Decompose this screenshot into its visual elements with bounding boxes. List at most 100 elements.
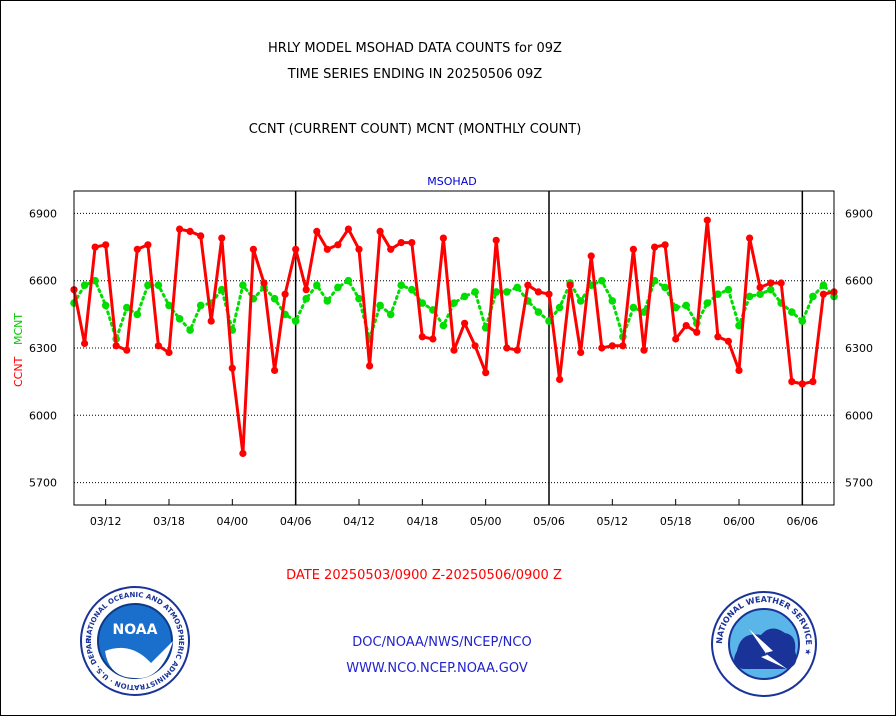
data-point-mcnt xyxy=(355,294,363,303)
data-point-ccnt xyxy=(682,322,690,330)
data-point-mcnt xyxy=(714,290,722,299)
data-point-mcnt xyxy=(682,301,690,310)
data-point-ccnt xyxy=(207,317,215,325)
data-point-ccnt xyxy=(524,281,532,289)
data-point-ccnt xyxy=(471,342,479,350)
data-point-mcnt xyxy=(788,308,796,316)
data-point-mcnt xyxy=(397,281,406,290)
data-point-ccnt xyxy=(482,369,490,377)
y-tick-label-left: 6600 xyxy=(29,275,57,288)
plot-title: MSOHAD xyxy=(427,175,476,188)
data-point-ccnt xyxy=(450,346,458,354)
y-tick-label-right: 6000 xyxy=(845,409,873,422)
data-point-ccnt xyxy=(249,245,257,253)
data-point-ccnt xyxy=(176,225,184,233)
data-point-ccnt xyxy=(260,279,268,287)
data-point-ccnt xyxy=(91,243,99,251)
data-point-ccnt xyxy=(376,227,384,235)
data-point-ccnt xyxy=(123,346,131,354)
data-point-mcnt xyxy=(724,285,733,294)
data-point-ccnt xyxy=(429,335,437,343)
data-point-ccnt xyxy=(144,241,152,249)
data-point-mcnt xyxy=(175,315,184,323)
data-point-ccnt xyxy=(492,236,500,244)
data-point-ccnt xyxy=(608,342,616,350)
data-point-ccnt xyxy=(566,281,574,289)
data-point-mcnt xyxy=(481,324,490,332)
x-tick-label: 06/06 xyxy=(786,515,818,528)
data-point-ccnt xyxy=(809,378,817,386)
data-point-ccnt xyxy=(281,290,289,298)
data-point-mcnt xyxy=(270,294,279,303)
data-point-ccnt xyxy=(344,225,352,233)
data-point-ccnt xyxy=(133,245,141,253)
x-tick-label: 05/00 xyxy=(470,515,502,528)
data-point-ccnt xyxy=(513,346,521,354)
x-tick-label: 03/18 xyxy=(153,515,185,528)
series-description: CCNT (CURRENT COUNT) MCNT (MONTHLY COUNT… xyxy=(249,122,582,137)
data-point-mcnt xyxy=(598,276,606,285)
data-point-ccnt xyxy=(746,234,754,242)
data-point-ccnt xyxy=(767,279,775,287)
data-point-ccnt xyxy=(735,366,743,374)
data-point-mcnt xyxy=(239,281,247,290)
plot-border xyxy=(73,190,835,506)
noaa-logo-text: NOAA xyxy=(113,622,158,638)
data-point-ccnt xyxy=(334,241,342,249)
series-layer xyxy=(70,216,838,457)
data-point-mcnt xyxy=(735,321,743,330)
date-range-label: DATE 20250503/0900 Z-20250506/0900 Z xyxy=(286,568,562,583)
data-point-mcnt xyxy=(492,288,501,296)
data-point-ccnt xyxy=(313,227,321,235)
data-point-ccnt xyxy=(461,319,469,327)
x-tick-label: 05/18 xyxy=(660,515,692,528)
x-tick-label: 05/12 xyxy=(596,515,628,528)
data-point-ccnt xyxy=(439,234,447,242)
nco-link[interactable]: DOC/NOAA/NWS/NCEP/NCO xyxy=(352,635,531,650)
data-point-ccnt xyxy=(798,380,806,388)
data-point-ccnt xyxy=(756,283,764,291)
y-tick-label-right: 5700 xyxy=(845,477,873,490)
data-point-mcnt xyxy=(91,276,99,285)
chart-title-line2: TIME SERIES ENDING IN 20250506 09Z xyxy=(287,67,543,82)
y-tick-label-left: 6300 xyxy=(29,342,57,355)
data-point-mcnt xyxy=(323,297,332,305)
data-point-ccnt xyxy=(819,290,828,298)
x-tick-label: 03/12 xyxy=(90,515,122,528)
y-tick-label-left: 5700 xyxy=(29,477,57,490)
data-point-ccnt xyxy=(292,245,300,253)
data-point-ccnt xyxy=(651,243,659,251)
data-point-mcnt xyxy=(154,281,163,290)
data-point-ccnt xyxy=(366,362,374,370)
data-point-mcnt xyxy=(101,301,110,310)
data-point-mcnt xyxy=(344,276,353,285)
data-point-ccnt xyxy=(387,245,395,253)
data-point-mcnt xyxy=(450,299,458,307)
x-tick-label: 04/00 xyxy=(216,515,248,528)
data-point-ccnt xyxy=(714,333,722,341)
data-point-ccnt xyxy=(777,279,785,287)
x-tick-label: 04/12 xyxy=(343,515,375,528)
data-point-ccnt xyxy=(629,245,638,253)
data-point-mcnt xyxy=(756,290,764,299)
grid-layer xyxy=(74,191,834,505)
data-point-ccnt xyxy=(703,216,711,224)
data-point-mcnt xyxy=(80,281,89,290)
data-point-mcnt xyxy=(218,285,226,294)
data-point-ccnt xyxy=(408,239,416,247)
data-point-ccnt xyxy=(102,241,110,249)
y-tick-label-right: 6300 xyxy=(845,342,873,355)
data-point-ccnt xyxy=(724,337,733,345)
data-point-mcnt xyxy=(186,326,194,334)
tick-layer: 5700 5700 6000 6000 6300 6300 6600 6600 6900 6900… xyxy=(29,207,873,528)
data-point-mcnt xyxy=(408,285,416,294)
data-point-mcnt xyxy=(123,303,131,312)
data-point-ccnt xyxy=(587,252,595,260)
data-point-ccnt xyxy=(598,344,606,352)
data-point-mcnt xyxy=(766,285,775,294)
data-point-mcnt xyxy=(503,288,511,296)
data-point-ccnt xyxy=(323,245,331,253)
nws-logo[interactable]: NATIONAL WEATHER SERVICE ★ xyxy=(711,591,817,697)
nco-website-link[interactable]: WWW.NCO.NCEP.NOAA.GOV xyxy=(346,661,528,676)
